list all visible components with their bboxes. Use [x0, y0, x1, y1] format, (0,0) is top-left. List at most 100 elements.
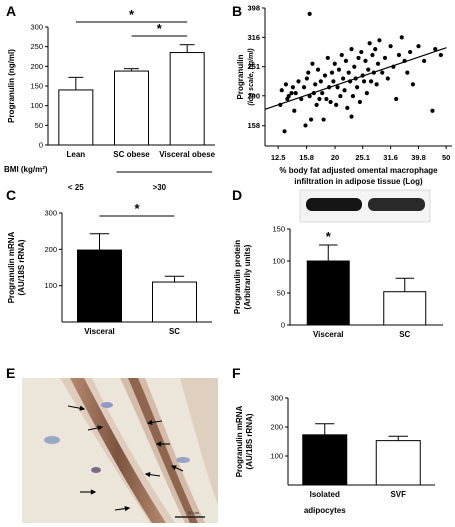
y-axis-label: Progranulin (ng/ml) [7, 49, 16, 123]
data-point [382, 55, 388, 61]
y-tick-label: 50 [35, 121, 43, 130]
data-point [322, 73, 328, 78]
data-point [349, 47, 354, 52]
x-tick-label: Visceral [313, 330, 344, 339]
pointer-arrowhead [146, 419, 153, 426]
data-point [290, 85, 296, 90]
y-axis-label: (AU/18S rRNA) [17, 239, 26, 295]
data-point [388, 44, 393, 49]
x-tick-label: SVF [390, 490, 406, 499]
y-tick-label: 100 [272, 257, 285, 266]
data-point [373, 47, 378, 52]
y-tick-label: 200 [44, 245, 57, 254]
bar [114, 70, 149, 146]
data-point [380, 70, 385, 75]
data-point [359, 49, 364, 55]
data-point [367, 41, 372, 46]
panel-e-micrograph: 50 µm [22, 378, 218, 523]
pointer-arrowhead [144, 471, 151, 478]
panel-label-d: D [232, 187, 242, 203]
data-point [318, 79, 323, 84]
y-tick-label: 250 [30, 42, 43, 51]
bar [77, 249, 122, 323]
data-point [320, 91, 325, 96]
data-point [364, 91, 369, 96]
data-point [433, 47, 438, 52]
pointer-arrowhead [97, 425, 104, 431]
data-point [292, 108, 297, 113]
bar [302, 434, 348, 486]
data-point [289, 91, 294, 96]
data-point [299, 96, 304, 102]
nucleus [176, 457, 190, 463]
bar [375, 440, 421, 486]
data-point [408, 49, 413, 55]
data-point [313, 82, 318, 87]
blot-band-visceral [306, 198, 362, 211]
bar [152, 281, 197, 323]
data-point [314, 102, 319, 107]
data-point [283, 82, 289, 87]
nucleus [101, 402, 113, 408]
y-tick-label: 200 [270, 423, 283, 432]
nucleus [44, 436, 60, 444]
data-point [361, 79, 367, 84]
y-axis-label-note: (log scale, ng/ml) [248, 48, 255, 106]
data-point [293, 91, 298, 96]
y-tick-label: 150 [272, 225, 285, 234]
panel-b-chart: 12.5 15.8 20 25.1 31.6 39.8 50 158 200 251 316 398 P… [236, 4, 452, 186]
data-point [331, 79, 336, 84]
bar [169, 52, 205, 146]
x-axis-label: infiltration in adipose tissue (Log) [294, 177, 423, 186]
significance-star: * [134, 201, 140, 216]
tissue-band [180, 378, 218, 505]
data-point [352, 64, 357, 69]
nucleus [91, 467, 101, 473]
pointer-arrowhead [90, 489, 97, 495]
y-axis-label: (AU/18S rRNA) [245, 413, 254, 469]
data-point [438, 52, 443, 58]
data-point [336, 67, 342, 72]
y-tick-label: 50 [277, 289, 285, 298]
y-axis-label: Progranulin mRNA [235, 406, 244, 478]
x-tick-label: SC [399, 330, 410, 339]
x-tick-label: 39.8 [411, 153, 426, 162]
pointer-arrowhead [170, 465, 177, 471]
data-point [317, 96, 322, 102]
data-point [377, 38, 382, 43]
x-tick-label: SC [169, 327, 180, 336]
y-tick-label: 0 [281, 321, 285, 330]
panel-label-c: C [6, 187, 16, 203]
x-axis-label: % body fat adjusted omental macrophage [279, 166, 438, 175]
data-point [338, 93, 343, 99]
data-point [341, 76, 346, 81]
western-blot-strip [299, 189, 431, 223]
panel-d-chart: 0 50 100 150 Visceral SC Progranulin protein (A… [233, 225, 443, 339]
data-point [307, 11, 312, 16]
data-point [332, 61, 337, 66]
data-point [368, 79, 374, 84]
data-point [325, 55, 330, 61]
scale-bar-label: 50 µm [188, 510, 200, 515]
x-tick-label: SC obese [113, 150, 150, 159]
x-tick-label: 15.8 [299, 153, 314, 162]
x-tick-label: Isolated [310, 490, 340, 499]
y-axis-label: Progranulin mRNA [7, 232, 16, 304]
data-point [363, 58, 368, 63]
x-tick-label: 12.5 [271, 153, 286, 162]
y-tick-label: 158 [247, 121, 260, 130]
data-point [335, 85, 340, 90]
y-tick-label: 200 [30, 62, 43, 71]
bar [306, 260, 350, 326]
y-tick-label: 316 [247, 33, 260, 42]
data-point [346, 70, 351, 75]
bmi-group-obese: >30 [153, 183, 167, 192]
significance-star: * [157, 21, 163, 36]
pointer-arrowhead [124, 505, 131, 512]
data-point [345, 105, 350, 110]
data-point [356, 55, 361, 61]
data-point [410, 82, 416, 87]
bar [58, 89, 94, 146]
stained-cell-band [128, 378, 198, 523]
data-point [374, 82, 379, 87]
